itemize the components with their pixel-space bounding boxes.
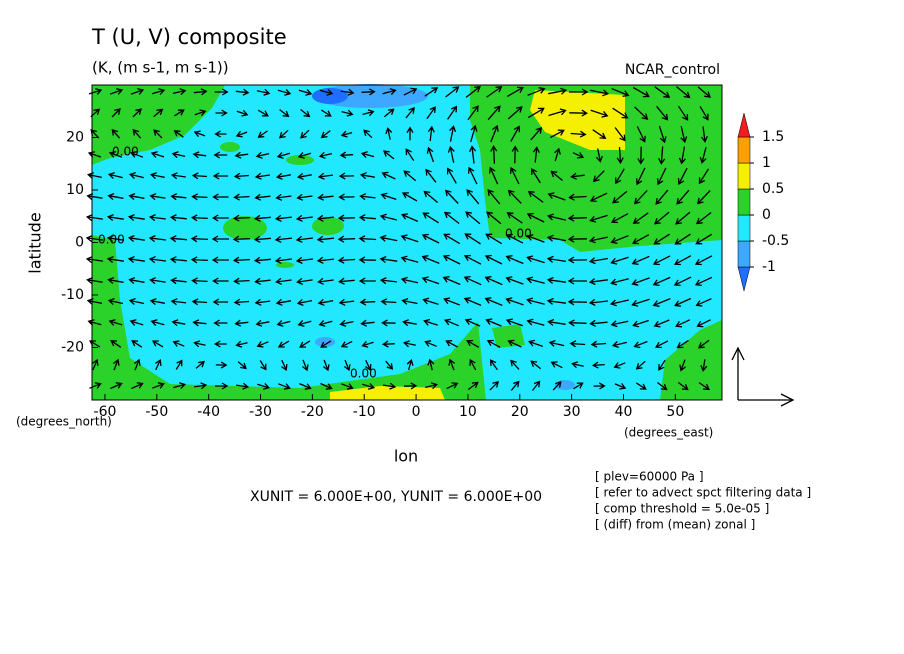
y-tick-label: 10	[66, 182, 84, 198]
x-units: (degrees_east)	[624, 426, 713, 440]
note: [ (diff) from (mean) zonal ]	[595, 518, 755, 532]
map-field: 0.00 0.00 0.00 0.00	[85, 84, 722, 400]
contour-fill	[92, 235, 486, 400]
contour-label: 0.00	[505, 227, 532, 241]
y-tick-label: -20	[61, 340, 84, 356]
colorbar-label: -0.5	[762, 233, 789, 249]
colorbar-segment	[737, 136, 751, 164]
contour-fill	[312, 217, 344, 235]
contour-fill	[276, 262, 294, 268]
x-tick-label: 40	[615, 404, 633, 420]
experiment-label: NCAR_control	[625, 62, 720, 78]
x-tick-label: -10	[353, 404, 376, 420]
colorbar-label: 1	[762, 155, 771, 171]
colorbar-segment	[737, 112, 751, 138]
contour-label: 0.00	[98, 233, 125, 247]
x-tick-label: 50	[666, 404, 684, 420]
x-tick-label: 0	[412, 404, 421, 420]
note: [ refer to advect spct filtering data ]	[595, 486, 811, 500]
contour-label: 0.00	[350, 367, 377, 381]
y-units: (degrees_north)	[16, 415, 112, 429]
y-tick-label: -10	[61, 287, 84, 303]
colorbar-label: -1	[762, 259, 776, 275]
x-tick-label: -60	[94, 404, 117, 420]
y-axis-label: latitude	[26, 212, 45, 273]
chart-title: T (U, V) composite	[91, 25, 287, 49]
x-tick-label: -50	[145, 404, 168, 420]
colorbar-segment	[737, 162, 751, 190]
reference-arrow-h	[738, 393, 795, 407]
contour-fill	[660, 320, 722, 400]
x-tick-label: 10	[459, 404, 477, 420]
colorbar-segment	[737, 214, 751, 242]
x-tick-label: -30	[249, 404, 272, 420]
colorbar-segment	[737, 240, 751, 268]
colorbar-segment	[737, 266, 751, 292]
note: [ comp threshold = 5.0e-05 ]	[595, 502, 769, 516]
y-tick-label: 0	[75, 235, 84, 251]
chart-subtitle: (K, (m s-1, m s-1))	[92, 59, 229, 77]
contour-fill	[92, 85, 225, 165]
unit-note: XUNIT = 6.000E+00, YUNIT = 6.000E+00	[250, 489, 542, 505]
reference-arrow-v	[731, 346, 745, 400]
colorbar-label: 1.5	[762, 129, 784, 145]
y-tick-label: 20	[66, 130, 84, 146]
colorbar-segment	[737, 188, 751, 216]
contour-fill	[286, 155, 314, 165]
x-axis-label: lon	[394, 447, 418, 466]
x-tick-label: -20	[301, 404, 324, 420]
x-tick-label: 20	[511, 404, 529, 420]
contour-fill	[312, 88, 348, 104]
contour-label: 0.00	[112, 145, 139, 159]
contour-fill	[223, 216, 267, 240]
contour-fill	[220, 142, 240, 152]
contour-fill	[492, 324, 525, 348]
x-tick-label: 30	[563, 404, 581, 420]
colorbar-label: 0	[762, 207, 771, 223]
x-tick-label: -40	[197, 404, 220, 420]
wind-vectors	[85, 85, 713, 391]
reference-vector	[731, 346, 795, 407]
note: [ plev=60000 Pa ]	[595, 470, 704, 484]
contour-fill	[315, 337, 335, 347]
colorbar-label: 0.5	[762, 181, 784, 197]
